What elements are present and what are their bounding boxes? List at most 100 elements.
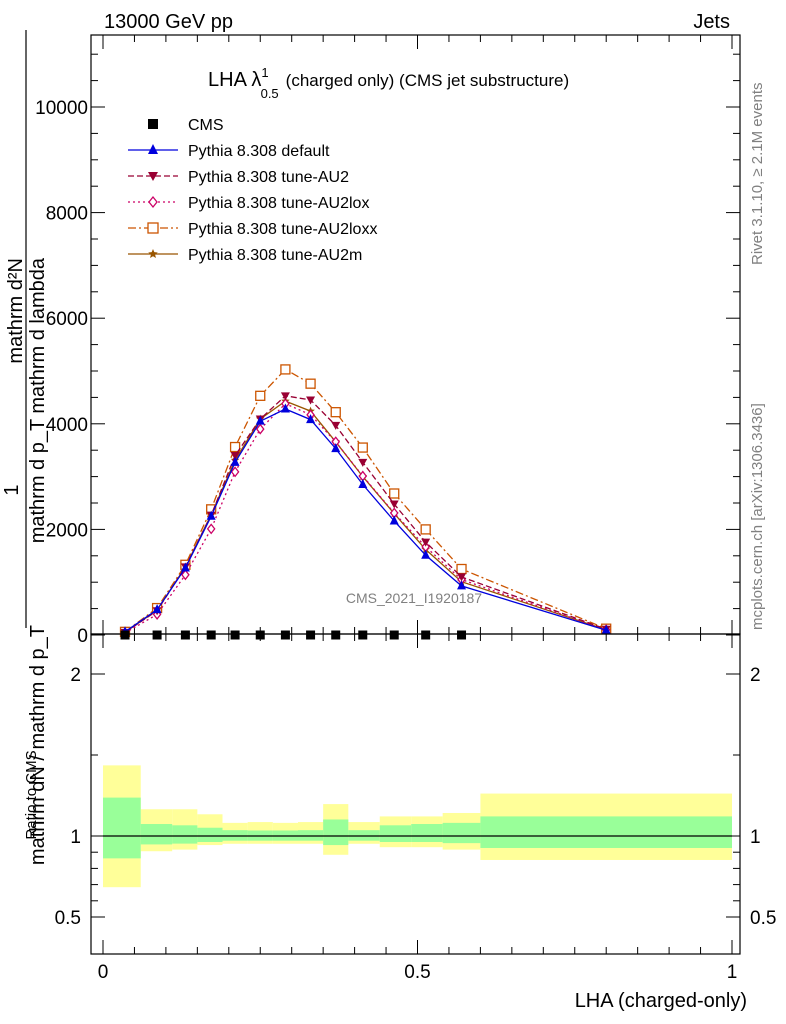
data-point — [255, 423, 265, 435]
data-point — [230, 456, 240, 466]
ratio-inner-band — [103, 797, 141, 859]
ratio-inner-band — [379, 825, 412, 842]
data-point — [389, 500, 399, 509]
ratio-inner-band — [323, 819, 349, 846]
ratio-inner-band — [140, 824, 173, 845]
series-line — [124, 402, 607, 634]
ratio-inner-band — [197, 827, 223, 842]
legend-entry: Pythia 8.308 tune-AU2 — [128, 169, 349, 186]
series-cms — [120, 630, 467, 640]
legend-marker — [147, 222, 159, 234]
data-point — [230, 451, 240, 460]
data-point — [229, 441, 241, 453]
data-point — [206, 510, 216, 520]
data-point — [306, 414, 316, 424]
header-right-label: Jets — [693, 11, 730, 33]
data-point — [305, 378, 316, 389]
data-point — [280, 630, 290, 640]
data-point — [306, 630, 316, 640]
data-point — [331, 421, 341, 430]
data-point — [457, 630, 467, 640]
data-point — [421, 549, 431, 559]
data-point — [389, 630, 399, 640]
ratio-inner-band — [442, 822, 481, 844]
data-point — [601, 624, 611, 634]
data-point — [255, 415, 265, 425]
ratio-y-tick-label: 0.5 — [55, 908, 81, 929]
ratio-y-tick-label: 2 — [70, 665, 81, 686]
legend-label: CMS — [188, 117, 224, 134]
legend-entry: Pythia 8.308 default — [128, 143, 330, 160]
legend-marker — [148, 119, 158, 129]
legend-entry: Pythia 8.308 tune-AU2lox — [128, 195, 369, 212]
ylabel-one: 1 — [1, 484, 23, 495]
legend-entry: CMS — [148, 117, 224, 134]
ratio-y-axis-label: Ratio to CMS — [23, 750, 40, 839]
data-point — [456, 563, 467, 575]
ratio-inner-band — [411, 824, 443, 842]
x-tick-label: 0 — [98, 962, 109, 983]
legend-marker — [148, 195, 158, 209]
title-sub: 0.5 — [261, 86, 279, 101]
ylabel-numerator-mid: mathrm d p_T mathrm d lambda — [27, 257, 49, 543]
data-point — [331, 630, 341, 640]
analysis-watermark: CMS_2021_I1920187 — [346, 590, 482, 606]
title-main: LHA λ — [208, 69, 261, 91]
legend-label: Pythia 8.308 tune-AU2m — [188, 247, 362, 264]
main-plot-area: 0 2000 4000 6000 8000 10000 — [35, 34, 741, 647]
data-point — [180, 630, 190, 640]
data-point — [330, 407, 341, 418]
legend-label: Pythia 8.308 default — [188, 143, 330, 160]
data-point — [306, 396, 316, 405]
main-y-tick-label: 10000 — [35, 98, 88, 119]
data-point — [421, 538, 431, 547]
data-point — [457, 580, 467, 590]
data-point — [389, 515, 399, 525]
data-point — [358, 479, 368, 489]
ratio-y-tick-label-right: 1 — [750, 827, 761, 848]
ratio-inner-band — [172, 825, 198, 844]
main-y-tick-label: 6000 — [46, 309, 88, 330]
data-point — [420, 524, 431, 535]
data-point — [389, 488, 400, 499]
data-point — [152, 604, 162, 614]
x-tick-label: 0.5 — [404, 962, 430, 983]
ylabel-denominator: mathrm dN / mathrm d p_T — [27, 625, 49, 865]
legend-label: Pythia 8.308 tune-AU2lox — [188, 195, 369, 212]
x-tick-label: 1 — [727, 962, 738, 983]
legend-marker — [148, 172, 158, 181]
legend-marker — [148, 144, 158, 154]
data-point — [457, 573, 467, 582]
main-title: LHA λ1 0.5 (charged only) (CMS jet substru… — [208, 65, 569, 101]
data-point — [357, 442, 368, 453]
ratio-y-tick-label: 1 — [70, 827, 81, 848]
legend: CMS Pythia 8.308 default Pythia 8.308 tune… — [128, 117, 377, 264]
data-point — [280, 392, 290, 401]
main-y-tick-label: 0 — [77, 626, 88, 647]
series-pythia-8-308-default — [120, 403, 611, 636]
header-left-label: 13000 GeV pp — [104, 11, 233, 33]
main-y-tick-label: 2000 — [46, 520, 88, 541]
data-point — [230, 466, 240, 478]
data-point — [358, 458, 368, 467]
legend-label: Pythia 8.308 tune-AU2loxx — [188, 221, 377, 238]
data-point — [206, 630, 216, 640]
data-point — [280, 403, 290, 413]
title-rest: (charged only) (CMS jet substructure) — [286, 71, 569, 90]
ratio-plot-area: 0.5 0.5 1 1 2 2 0 0.5 1 — [55, 633, 776, 983]
data-point — [230, 630, 240, 640]
data-point — [120, 630, 130, 640]
main-y-tick-label: 4000 — [46, 415, 88, 436]
data-point — [181, 569, 190, 581]
data-point — [180, 562, 190, 572]
legend-entry: Pythia 8.308 tune-AU2loxx — [128, 221, 377, 238]
series-line — [124, 408, 607, 633]
mcplots-credit-label: mcplots.cern.ch [arXiv:1306.3436] — [749, 403, 766, 630]
legend-marker — [148, 249, 158, 259]
data-point — [206, 523, 216, 535]
series-line — [124, 368, 607, 633]
data-point — [152, 630, 162, 640]
ratio-y-tick-label-right: 2 — [750, 665, 761, 686]
data-point — [280, 364, 291, 375]
